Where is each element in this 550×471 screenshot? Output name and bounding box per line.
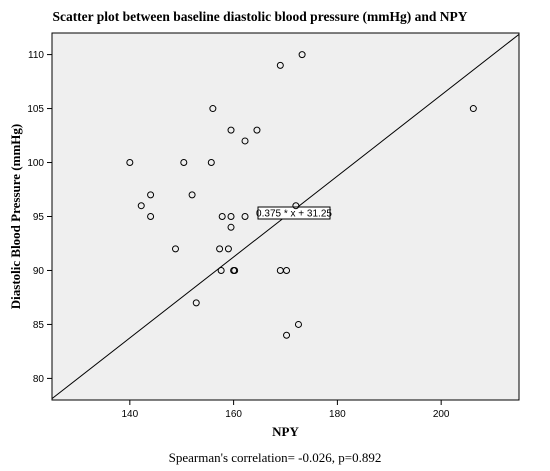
fit-line-group: 0.375 * x + 31.25: [51, 33, 520, 400]
data-point: [209, 105, 217, 113]
data-point: [276, 61, 284, 69]
y-tick-label: 80: [33, 374, 45, 385]
data-point: [216, 245, 224, 253]
data-point: [298, 51, 306, 59]
data-point: [217, 266, 225, 274]
y-tick-label: 100: [27, 158, 44, 169]
fit-label-box: [257, 206, 331, 220]
data-point: [227, 126, 235, 134]
data-point: [292, 202, 300, 210]
data-point: [469, 105, 477, 113]
data-point: [227, 223, 235, 231]
y-tick-label: 105: [27, 104, 44, 115]
data-point: [218, 213, 226, 220]
data-point: [171, 245, 179, 253]
data-point: [241, 137, 249, 145]
data-point: [188, 191, 196, 199]
x-tick-label: 140: [121, 409, 138, 420]
scatter-chart: 80 85 90 95 100 105 110 140 160 180 200 0.375 * x …: [8, 32, 520, 439]
data-point: [253, 126, 261, 134]
x-tick-label: 200: [433, 409, 450, 420]
data-point: [192, 299, 200, 307]
y-axis-label: Diastolic Blood Pressure (mmHg): [8, 124, 23, 309]
data-point: [241, 213, 249, 220]
data-point: [283, 331, 291, 339]
data-point: [224, 245, 232, 253]
data-point: [180, 159, 188, 167]
y-tick-label: 95: [33, 212, 45, 223]
data-point: [294, 320, 302, 328]
data-point: [207, 159, 215, 167]
data-points: [126, 51, 477, 339]
data-point: [231, 266, 239, 274]
y-tick-label: 90: [33, 266, 45, 277]
data-point: [147, 191, 155, 199]
x-tick-label: 160: [225, 409, 242, 420]
x-tick-label: 180: [329, 409, 346, 420]
data-point: [283, 266, 291, 274]
y-tick-label: 110: [28, 50, 44, 61]
data-point: [227, 213, 235, 220]
data-point: [147, 213, 155, 220]
correlation-caption: Spearman's correlation= -0.026, p=0.892: [168, 450, 382, 465]
chart-title: Scatter plot between baseline diastolic …: [52, 9, 468, 24]
data-point: [137, 202, 145, 210]
y-tick-label: 85: [33, 320, 45, 331]
axis-ticks: 80 85 90 95 100 105 110 140 160 180 200: [27, 50, 450, 420]
x-axis-label: NPY: [272, 424, 299, 439]
data-point: [126, 159, 134, 167]
fit-equation-label: 0.375 * x + 31.25: [256, 209, 332, 220]
